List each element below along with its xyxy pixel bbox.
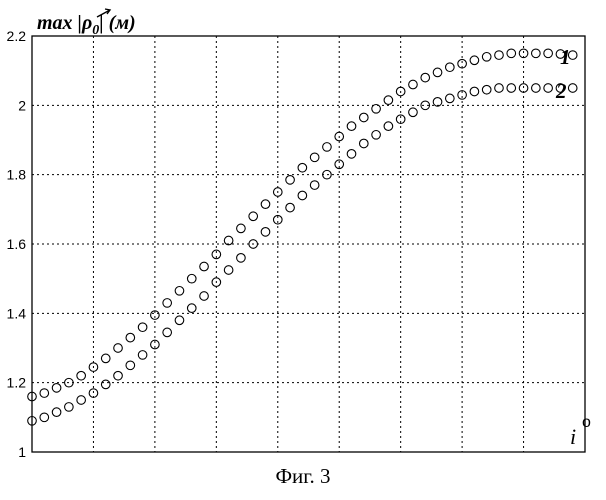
- data-point: [52, 408, 61, 417]
- data-point: [409, 80, 418, 89]
- x-tick-label: 70: [454, 458, 470, 460]
- data-point: [261, 228, 270, 237]
- data-point: [114, 344, 123, 353]
- data-point: [323, 143, 332, 152]
- x-axis-label-superscript: o: [582, 414, 591, 431]
- data-point: [298, 163, 307, 172]
- data-point: [482, 85, 491, 94]
- y-axis-label-subscript: 0: [92, 23, 99, 38]
- y-tick-label: 1.4: [7, 305, 27, 321]
- x-tick-labels: 0 10 20 30 40 50 60 70 80 90: [28, 458, 593, 460]
- data-point: [507, 84, 516, 93]
- data-point: [261, 200, 270, 209]
- data-point: [77, 371, 86, 380]
- x-tick-label: 0: [28, 458, 36, 460]
- y-tick-label: 1.6: [7, 236, 27, 252]
- y-axis-label: max |ρ0| (м): [37, 12, 136, 38]
- data-point: [384, 122, 393, 131]
- data-point: [187, 274, 196, 283]
- data-point: [40, 413, 49, 422]
- grid: [32, 36, 585, 452]
- y-axis-label-prefix: max |: [37, 12, 82, 34]
- series-2: [28, 84, 577, 425]
- x-tick-label: 30: [209, 458, 225, 460]
- x-axis-label: i: [570, 424, 576, 449]
- x-tick-label: 50: [331, 458, 347, 460]
- series-label-1: 1: [560, 45, 571, 69]
- data-point: [77, 396, 86, 405]
- data-point: [347, 122, 356, 131]
- chart: 0102030405060708090 11.21.41.61.822.2 1 …: [0, 0, 606, 460]
- data-point: [163, 299, 172, 308]
- data-point: [347, 150, 356, 159]
- data-point: [101, 354, 110, 363]
- data-point: [237, 254, 246, 263]
- x-tick-label: 80: [516, 458, 532, 460]
- y-tick-labels: 1 1.2 1.4 1.6 1.8 2 2.2: [7, 28, 27, 460]
- data-point: [138, 323, 147, 332]
- data-point: [372, 131, 381, 140]
- data-point: [101, 380, 110, 389]
- data-point: [126, 333, 135, 342]
- y-tick-label: 1.2: [7, 375, 27, 391]
- x-tick-label: 10: [86, 458, 102, 460]
- data-point: [507, 49, 516, 58]
- data-point: [187, 304, 196, 313]
- data-point: [249, 212, 258, 221]
- data-point: [409, 108, 418, 117]
- x-tick-label: 60: [393, 458, 409, 460]
- data-point: [286, 176, 295, 185]
- data-point: [310, 181, 319, 190]
- data-point: [200, 292, 209, 301]
- y-tick-label: 2: [18, 97, 26, 113]
- x-tick-label: 40: [270, 458, 286, 460]
- data-point: [532, 49, 541, 58]
- data-point: [360, 139, 369, 148]
- data-point: [360, 113, 369, 122]
- series-label-2: 2: [555, 79, 567, 103]
- data-point: [52, 384, 61, 393]
- y-tick-label: 1.8: [7, 167, 27, 183]
- data-point: [482, 53, 491, 62]
- y-axis-label-suffix: | (м): [99, 12, 135, 34]
- data-point: [286, 203, 295, 212]
- data-point: [532, 84, 541, 93]
- y-tick-label: 2.2: [7, 28, 27, 44]
- data-point: [495, 84, 504, 93]
- data-point: [372, 105, 381, 114]
- data-point: [200, 262, 209, 271]
- data-point: [544, 49, 553, 58]
- data-point: [65, 403, 74, 412]
- data-point: [163, 328, 172, 337]
- data-point: [495, 51, 504, 60]
- y-axis-label-symbol: ρ: [81, 12, 92, 34]
- data-point: [384, 96, 393, 105]
- data-point: [114, 371, 123, 380]
- data-point: [310, 153, 319, 162]
- series-1: [28, 49, 577, 401]
- data-point: [40, 389, 49, 398]
- data-point: [470, 56, 479, 65]
- data-point: [175, 316, 184, 325]
- data-point: [421, 73, 430, 82]
- data-point: [224, 266, 233, 275]
- data-point: [446, 63, 455, 72]
- data-point: [237, 224, 246, 233]
- data-point: [470, 87, 479, 96]
- figure-caption: Фиг. 3: [0, 464, 606, 489]
- data-point: [433, 68, 442, 77]
- data-point: [544, 84, 553, 93]
- y-tick-label: 1: [18, 444, 26, 460]
- data-point: [298, 191, 307, 200]
- data-point: [126, 361, 135, 370]
- data-point: [138, 351, 147, 360]
- x-tick-label: 20: [147, 458, 163, 460]
- data-point: [446, 94, 455, 103]
- data-point: [568, 84, 577, 93]
- x-tick-label: 90: [577, 458, 593, 460]
- data-point: [175, 287, 184, 296]
